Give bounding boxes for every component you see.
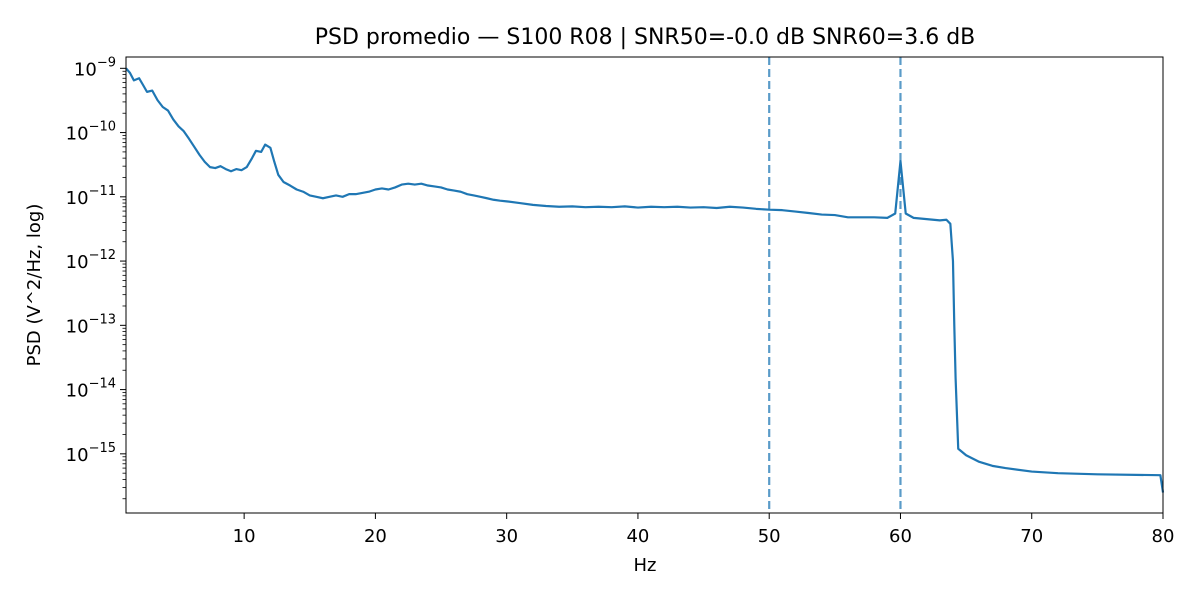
y-tick-label: 10−10 xyxy=(66,120,116,145)
x-tick-label: 70 xyxy=(1020,526,1043,547)
chart-title: PSD promedio — S100 R08 | SNR50=-0.0 dB … xyxy=(315,25,976,50)
y-axis-ticks: 10−15 10−14 10−13 10−12 10−11 10−10 10−9 xyxy=(66,55,126,500)
series-layer xyxy=(125,67,1165,493)
x-axis-ticks: 10 20 30 40 50 60 70 80 xyxy=(233,513,1175,547)
x-axis-label: Hz xyxy=(634,555,657,576)
x-tick-label: 80 xyxy=(1152,526,1175,547)
y-tick-label: 10−15 xyxy=(66,441,116,466)
x-tick-label: 40 xyxy=(626,526,649,547)
y-tick-label: 10−11 xyxy=(66,184,116,209)
plot-frame xyxy=(125,56,1164,514)
plot-area xyxy=(126,57,1163,513)
x-tick-label: 10 xyxy=(233,526,256,547)
y-tick-label: 10−13 xyxy=(66,312,116,337)
x-tick-label: 60 xyxy=(889,526,912,547)
y-tick-label: 10−14 xyxy=(66,377,116,402)
y-axis-label: PSD (V^2/Hz, log) xyxy=(24,204,45,367)
y-tick-label: 10−9 xyxy=(74,55,116,80)
x-tick-label: 50 xyxy=(758,526,781,547)
y-tick-label: 10−12 xyxy=(66,248,116,273)
x-tick-label: 30 xyxy=(495,526,518,547)
reference-lines xyxy=(768,57,902,513)
x-tick-label: 20 xyxy=(364,526,387,547)
psd-series-line xyxy=(125,67,1165,493)
